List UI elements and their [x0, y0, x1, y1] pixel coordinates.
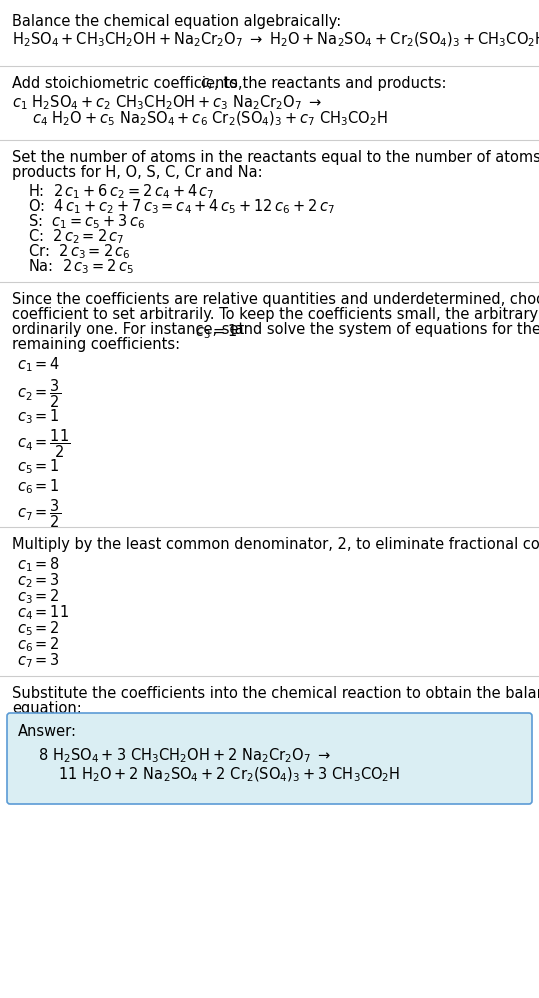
Text: $c_7 = 3$: $c_7 = 3$	[17, 651, 60, 670]
Text: $c_3 = 1$: $c_3 = 1$	[195, 322, 238, 340]
Text: $c_5 = 1$: $c_5 = 1$	[17, 457, 60, 476]
Text: Multiply by the least common denominator, 2, to eliminate fractional coefficient: Multiply by the least common denominator…	[12, 537, 539, 552]
Text: $c_3 = 1$: $c_3 = 1$	[17, 407, 60, 426]
Text: $c_2 = \dfrac{3}{2}$: $c_2 = \dfrac{3}{2}$	[17, 377, 61, 409]
Text: Set the number of atoms in the reactants equal to the number of atoms in the: Set the number of atoms in the reactants…	[12, 150, 539, 165]
Text: $c_7 = \dfrac{3}{2}$: $c_7 = \dfrac{3}{2}$	[17, 497, 61, 530]
Text: products for H, O, S, C, Cr and Na:: products for H, O, S, C, Cr and Na:	[12, 165, 262, 180]
Text: $c_4 = 11$: $c_4 = 11$	[17, 603, 69, 622]
Text: ordinarily one. For instance, set: ordinarily one. For instance, set	[12, 322, 249, 337]
Text: $\mathregular{H_2SO_4 + CH_3CH_2OH + Na_2Cr_2O_7}$ $\mathregular{\rightarrow}$ $: $\mathregular{H_2SO_4 + CH_3CH_2OH + Na_…	[12, 31, 539, 49]
Text: Na:  $2\,c_3 = 2\,c_5$: Na: $2\,c_3 = 2\,c_5$	[28, 257, 134, 275]
Text: , to the reactants and products:: , to the reactants and products:	[214, 76, 446, 91]
Text: Cr:  $2\,c_3 = 2\,c_6$: Cr: $2\,c_3 = 2\,c_6$	[28, 242, 130, 260]
Text: coefficient to set arbitrarily. To keep the coefficients small, the arbitrary va: coefficient to set arbitrarily. To keep …	[12, 307, 539, 322]
Text: remaining coefficients:: remaining coefficients:	[12, 337, 180, 352]
Text: $c_i$: $c_i$	[200, 76, 213, 92]
Text: $c_6 = 2$: $c_6 = 2$	[17, 635, 60, 654]
Text: Substitute the coefficients into the chemical reaction to obtain the balanced: Substitute the coefficients into the che…	[12, 686, 539, 701]
Text: equation:: equation:	[12, 701, 82, 716]
Text: $c_2 = 3$: $c_2 = 3$	[17, 571, 60, 590]
FancyBboxPatch shape	[7, 713, 532, 804]
Text: S:  $c_1 = c_5 + 3\,c_6$: S: $c_1 = c_5 + 3\,c_6$	[28, 212, 145, 231]
Text: $c_6 = 1$: $c_6 = 1$	[17, 477, 60, 496]
Text: Balance the chemical equation algebraically:: Balance the chemical equation algebraica…	[12, 14, 341, 29]
Text: $c_5 = 2$: $c_5 = 2$	[17, 619, 60, 638]
Text: $c_4\ \mathregular{H_2O} + c_5\ \mathregular{Na_2SO_4} + c_6\ \mathregular{Cr_2(: $c_4\ \mathregular{H_2O} + c_5\ \mathreg…	[32, 110, 388, 129]
Text: C:  $2\,c_2 = 2\,c_7$: C: $2\,c_2 = 2\,c_7$	[28, 227, 125, 246]
Text: $c_1 = 8$: $c_1 = 8$	[17, 555, 60, 574]
Text: Since the coefficients are relative quantities and underdetermined, choose a: Since the coefficients are relative quan…	[12, 292, 539, 307]
Text: Add stoichiometric coefficients,: Add stoichiometric coefficients,	[12, 76, 247, 91]
Text: H:  $2\,c_1 + 6\,c_2 = 2\,c_4 + 4\,c_7$: H: $2\,c_1 + 6\,c_2 = 2\,c_4 + 4\,c_7$	[28, 182, 215, 201]
Text: $c_4 = \dfrac{11}{2}$: $c_4 = \dfrac{11}{2}$	[17, 427, 71, 459]
Text: Answer:: Answer:	[18, 724, 77, 739]
Text: $11\ \mathregular{H_2O} + 2\ \mathregular{Na_2SO_4} + 2\ \mathregular{Cr_2(SO_4): $11\ \mathregular{H_2O} + 2\ \mathregula…	[58, 766, 400, 784]
Text: $c_1 = 4$: $c_1 = 4$	[17, 355, 60, 373]
Text: and solve the system of equations for the: and solve the system of equations for th…	[230, 322, 539, 337]
Text: $c_3 = 2$: $c_3 = 2$	[17, 587, 60, 606]
Text: O:  $4\,c_1 + c_2 + 7\,c_3 = c_4 + 4\,c_5 + 12\,c_6 + 2\,c_7$: O: $4\,c_1 + c_2 + 7\,c_3 = c_4 + 4\,c_5…	[28, 197, 335, 216]
Text: $c_1\ \mathregular{H_2SO_4} + c_2\ \mathregular{CH_3CH_2OH} + c_3\ \mathregular{: $c_1\ \mathregular{H_2SO_4} + c_2\ \math…	[12, 93, 322, 112]
Text: $8\ \mathregular{H_2SO_4} + 3\ \mathregular{CH_3CH_2OH} + 2\ \mathregular{Na_2Cr: $8\ \mathregular{H_2SO_4} + 3\ \mathregu…	[38, 746, 331, 764]
